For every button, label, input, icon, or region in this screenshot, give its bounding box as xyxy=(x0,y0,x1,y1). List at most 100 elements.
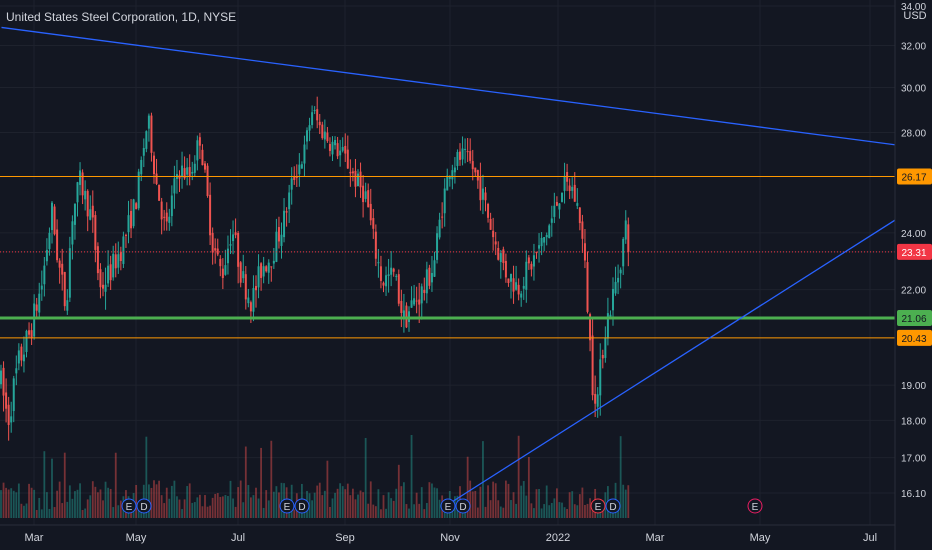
volume-bar xyxy=(561,502,563,518)
dividend-marker[interactable]: D xyxy=(455,498,471,514)
price-tick-label: 34.00 xyxy=(901,2,926,13)
volume-bar xyxy=(270,440,273,518)
volume-bar xyxy=(265,490,268,518)
candle-body xyxy=(604,337,607,358)
volume-bar xyxy=(538,489,540,518)
candle-body xyxy=(260,263,263,278)
volume-bar xyxy=(578,494,581,518)
dividend-marker[interactable]: D xyxy=(136,498,152,514)
candle-body xyxy=(35,304,38,311)
earnings-marker[interactable]: E xyxy=(121,498,137,514)
price-badge xyxy=(897,310,932,327)
candle-body xyxy=(576,203,579,206)
volume-bar xyxy=(369,481,372,518)
candle-body xyxy=(331,141,334,155)
volume-bar xyxy=(494,483,497,518)
candle-body xyxy=(114,254,117,269)
candle-body xyxy=(293,176,296,181)
volume-bar xyxy=(431,483,433,518)
earnings-marker[interactable]: E xyxy=(440,498,456,514)
candle-body xyxy=(622,238,625,267)
volume-bar xyxy=(97,492,99,518)
volume-bar xyxy=(68,485,71,518)
candle-body xyxy=(446,175,449,191)
candle-body xyxy=(183,168,186,179)
volume-bar xyxy=(344,489,347,518)
candle-body xyxy=(40,285,43,290)
volume-bar xyxy=(543,504,546,518)
volume-bar xyxy=(244,446,247,518)
dividend-marker-circle xyxy=(605,498,621,514)
candle-body xyxy=(555,202,558,206)
volume-bar xyxy=(558,502,561,518)
volume-bar xyxy=(451,507,454,518)
candle-body xyxy=(318,121,321,126)
dividend-marker[interactable]: D xyxy=(605,498,621,514)
volume-bar xyxy=(609,508,612,518)
candle-body xyxy=(226,248,229,264)
volume-bar xyxy=(178,499,181,518)
currency-button[interactable]: USD xyxy=(903,10,927,22)
candle-body xyxy=(122,236,125,264)
candle-body xyxy=(540,237,543,247)
volume-bar xyxy=(170,485,173,518)
volume-bar xyxy=(2,482,5,518)
candle-body xyxy=(104,284,107,292)
volume-bar xyxy=(374,506,377,518)
candle-body xyxy=(532,255,535,267)
earnings-marker[interactable]: E xyxy=(279,498,295,514)
volume-bar xyxy=(262,507,265,518)
candle-body xyxy=(405,305,408,328)
candle-body xyxy=(216,248,219,255)
volume-bar xyxy=(497,500,500,518)
volume-bar xyxy=(63,452,66,518)
candle-body xyxy=(512,278,515,292)
volume-bar xyxy=(211,497,214,518)
volume-bar xyxy=(153,480,155,518)
earnings-marker[interactable]: E xyxy=(747,498,763,514)
volume-bar xyxy=(392,500,395,518)
volume-bar xyxy=(331,498,334,518)
candle-body xyxy=(201,149,204,166)
volume-bar xyxy=(227,496,229,518)
time-tick-label: 2022 xyxy=(546,532,570,544)
volume-bar xyxy=(89,495,92,518)
volume-bar xyxy=(109,488,112,518)
dividend-marker[interactable]: D xyxy=(294,498,310,514)
candle-body xyxy=(94,215,97,250)
volume-bar xyxy=(334,492,336,518)
earnings-marker[interactable]: E xyxy=(590,498,606,514)
volume-bar xyxy=(298,509,301,518)
candle-body xyxy=(545,235,548,238)
candle-body xyxy=(28,330,31,335)
candle-body xyxy=(517,284,520,295)
earnings-marker-circle xyxy=(121,498,137,514)
candle-body xyxy=(209,194,212,236)
candle-body xyxy=(244,274,247,300)
volume-bar xyxy=(362,492,364,518)
candle-body xyxy=(79,170,82,185)
candle-body xyxy=(525,261,528,290)
candle-body xyxy=(38,293,41,313)
earnings-marker-label: E xyxy=(595,502,602,513)
volume-bar xyxy=(466,456,469,518)
volume-bar xyxy=(12,490,15,518)
volume-bar xyxy=(385,508,387,518)
dividend-marker-label: D xyxy=(609,502,616,513)
volume-bar xyxy=(492,481,495,518)
candle-body xyxy=(147,115,150,129)
volume-bar xyxy=(377,489,380,518)
volume-bar xyxy=(17,483,20,518)
candle-body xyxy=(2,367,5,396)
symbol-title[interactable]: United States Steel Corporation, 1D, NYS… xyxy=(6,10,237,24)
volume-bar xyxy=(359,490,362,518)
candle-body xyxy=(573,184,576,202)
volume-bar xyxy=(155,484,158,518)
volume-bar xyxy=(181,509,183,518)
volume-bar xyxy=(403,482,405,518)
candle-body xyxy=(423,289,426,293)
candle-body xyxy=(459,151,461,160)
volume-bar xyxy=(622,484,625,518)
